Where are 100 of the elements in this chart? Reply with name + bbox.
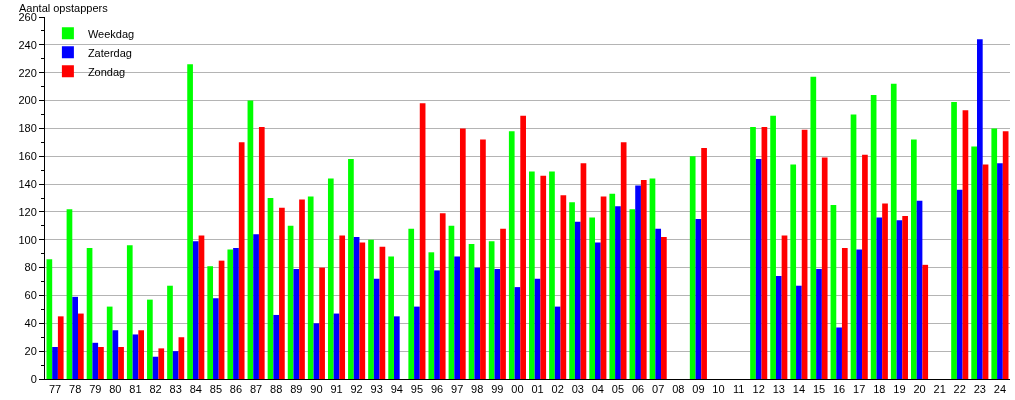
bar bbox=[554, 306, 561, 379]
bar bbox=[106, 306, 113, 379]
bar bbox=[98, 346, 104, 379]
bar bbox=[922, 264, 929, 379]
bar bbox=[529, 171, 535, 379]
x-tick-label: 15 bbox=[812, 383, 826, 396]
x-tick-label: 92 bbox=[350, 383, 363, 396]
bar bbox=[595, 242, 601, 379]
bar bbox=[57, 316, 64, 379]
y-tick-label: 240 bbox=[18, 38, 37, 51]
bar bbox=[126, 245, 133, 379]
bar bbox=[428, 252, 435, 379]
bar bbox=[836, 327, 842, 379]
x-tick-label: 79 bbox=[89, 383, 102, 396]
bar bbox=[439, 213, 446, 379]
bar bbox=[388, 256, 394, 379]
bar bbox=[750, 126, 756, 379]
x-tick-label: 09 bbox=[692, 383, 705, 396]
x-tick-label: 87 bbox=[249, 383, 263, 396]
bar bbox=[293, 269, 300, 379]
x-tick-label: 81 bbox=[129, 383, 142, 396]
bar bbox=[167, 285, 173, 379]
bar bbox=[348, 159, 354, 379]
bar bbox=[569, 202, 575, 379]
bar bbox=[434, 270, 440, 379]
x-tick-label: 22 bbox=[953, 383, 966, 396]
bar bbox=[368, 239, 374, 379]
bar bbox=[609, 193, 616, 379]
bar bbox=[755, 159, 762, 379]
x-tick-label: 06 bbox=[631, 383, 645, 396]
y-tick-label: 160 bbox=[18, 150, 37, 163]
bar bbox=[589, 217, 596, 379]
bar bbox=[810, 76, 817, 379]
bar bbox=[620, 142, 627, 379]
bar bbox=[480, 139, 486, 379]
x-tick-label: 95 bbox=[410, 383, 424, 396]
x-tick-label: 14 bbox=[792, 383, 806, 396]
bar bbox=[862, 154, 868, 379]
bar bbox=[72, 296, 78, 379]
y-tick-label: 140 bbox=[18, 177, 37, 190]
bar bbox=[147, 299, 153, 379]
x-tick-label: 04 bbox=[591, 383, 604, 396]
bar bbox=[258, 126, 265, 379]
x-tick-label: 01 bbox=[531, 383, 544, 396]
bar bbox=[549, 171, 555, 379]
bar bbox=[640, 179, 647, 379]
bar bbox=[279, 207, 285, 379]
y-tick-label: 200 bbox=[18, 94, 37, 107]
x-tick-label: 17 bbox=[853, 383, 866, 396]
bar bbox=[890, 83, 897, 379]
x-tick-label: 94 bbox=[390, 383, 403, 396]
bar bbox=[414, 306, 420, 379]
bar bbox=[52, 346, 58, 379]
bar bbox=[910, 139, 917, 379]
bar bbox=[474, 267, 481, 379]
bar bbox=[790, 164, 797, 379]
y-tick-label: 80 bbox=[24, 261, 37, 274]
bar bbox=[821, 157, 828, 379]
x-tick-label: 05 bbox=[611, 383, 625, 396]
bar bbox=[78, 313, 84, 379]
x-tick-label: 13 bbox=[772, 383, 785, 396]
x-tick-label: 23 bbox=[973, 383, 986, 396]
x-tick-label: 88 bbox=[270, 383, 283, 396]
x-tick-label: 21 bbox=[933, 383, 946, 396]
bar bbox=[488, 241, 495, 379]
x-tick-label: 85 bbox=[209, 383, 223, 396]
y-tick-label: 0 bbox=[30, 372, 37, 385]
legend-label: Zaterdag bbox=[87, 46, 132, 59]
x-tick-label: 08 bbox=[672, 383, 685, 396]
bar bbox=[227, 249, 234, 379]
legend-label: Weekdag bbox=[87, 27, 135, 40]
bar bbox=[796, 285, 802, 379]
bar bbox=[816, 269, 822, 379]
bar bbox=[187, 64, 193, 379]
x-tick-label: 16 bbox=[832, 383, 846, 396]
bar bbox=[213, 298, 219, 379]
y-tick-label: 20 bbox=[24, 345, 37, 357]
x-tick-label: 80 bbox=[109, 383, 122, 396]
x-tick-label: 10 bbox=[712, 383, 725, 396]
x-tick-label: 24 bbox=[993, 383, 1007, 396]
x-tick-label: 11 bbox=[732, 383, 745, 396]
y-tick-label: 120 bbox=[18, 205, 37, 218]
x-tick-label: 07 bbox=[652, 383, 665, 396]
bar bbox=[233, 248, 239, 379]
x-tick-label: 78 bbox=[69, 383, 82, 396]
bar bbox=[951, 101, 957, 379]
x-tick-label: 84 bbox=[189, 383, 202, 396]
x-tick-label: 93 bbox=[370, 383, 383, 396]
bar bbox=[500, 228, 506, 379]
x-tick-label: 03 bbox=[571, 383, 584, 396]
bar bbox=[775, 275, 782, 379]
bar bbox=[635, 185, 641, 379]
bar bbox=[991, 128, 998, 379]
bar bbox=[876, 217, 883, 379]
bar bbox=[327, 178, 334, 379]
bar bbox=[856, 249, 863, 379]
bar bbox=[393, 316, 400, 379]
bar bbox=[92, 342, 99, 379]
bar bbox=[540, 175, 547, 379]
bar bbox=[359, 242, 366, 379]
